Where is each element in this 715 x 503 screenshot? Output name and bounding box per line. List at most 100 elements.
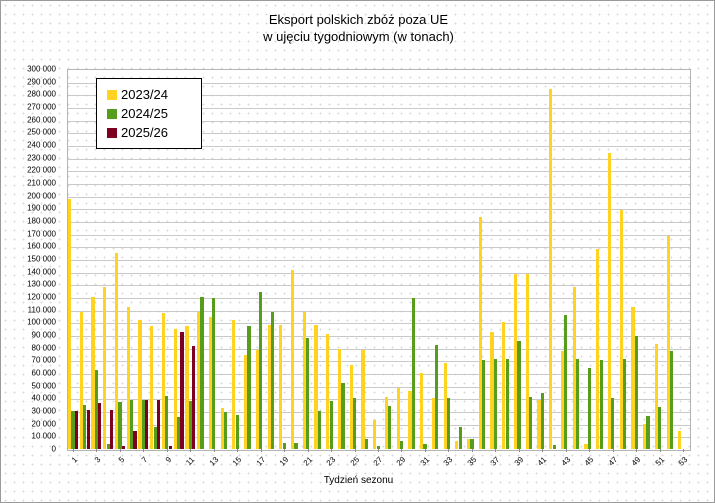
bar-2025-26-week-3 <box>98 403 102 449</box>
x-tick-19 <box>284 449 286 452</box>
y-tick-label-40000: 40 000 <box>31 393 56 403</box>
y-tick-label-110000: 110 000 <box>27 305 56 315</box>
x-tick-31 <box>424 449 426 452</box>
bar-2023-24-week-23 <box>326 333 330 449</box>
bar-2023-24-week-42 <box>549 89 553 449</box>
bar-2023-24-week-41 <box>537 399 541 449</box>
y-tick-label-230000: 230 000 <box>27 153 56 163</box>
bar-2023-24-week-29 <box>396 388 400 449</box>
x-tick-label-29: 29 <box>395 455 408 468</box>
y-tick-label-250000: 250 000 <box>27 127 56 137</box>
x-tick-label-53: 53 <box>676 455 690 468</box>
x-tick-5 <box>119 449 121 452</box>
x-tick-29 <box>401 449 403 452</box>
bar-2024-25-week-26 <box>364 438 368 449</box>
bar-2023-24-week-15 <box>232 319 236 449</box>
bar-2024-25-week-1 <box>71 411 75 449</box>
bar-2023-24-week-48 <box>619 209 623 449</box>
bar-2024-25-week-20 <box>294 442 298 449</box>
gridline-280000 <box>68 95 690 97</box>
bar-2025-26-week-2 <box>86 409 90 449</box>
bar-2024-25-week-47 <box>611 398 615 449</box>
x-tick-7 <box>143 449 145 452</box>
y-tick-label-220000: 220 000 <box>27 165 56 175</box>
legend: 2023/24 2024/25 2025/26 <box>96 78 202 149</box>
x-tick-label-9: 9 <box>163 455 174 465</box>
legend-row-2025-26: 2025/26 <box>107 123 193 142</box>
bar-2023-24-week-33 <box>443 362 447 449</box>
x-tick-39 <box>518 449 520 452</box>
bar-2025-26-week-6 <box>133 431 137 449</box>
bar-2023-24-week-17 <box>255 350 259 449</box>
bar-2024-25-week-28 <box>388 405 392 449</box>
bar-2023-24-week-18 <box>267 324 271 449</box>
gridline-210000 <box>68 184 690 185</box>
y-tick-label-80000: 80 000 <box>31 343 56 353</box>
x-tick-label-3: 3 <box>93 455 103 465</box>
x-tick-label-33: 33 <box>442 455 455 468</box>
x-tick-35 <box>471 449 473 452</box>
bar-2023-24-week-8 <box>150 326 154 449</box>
y-tick-label-280000: 280 000 <box>27 89 56 99</box>
x-tick-label-23: 23 <box>324 455 338 468</box>
bar-2023-24-week-26 <box>361 350 365 449</box>
y-tick-label-130000: 130 000 <box>27 279 56 289</box>
bar-2023-24-week-39 <box>513 274 518 449</box>
bar-2023-24-week-4 <box>103 286 107 449</box>
bar-2024-25-week-24 <box>341 383 345 449</box>
bar-2023-24-week-27 <box>373 419 377 449</box>
bar-2025-26-week-9 <box>168 446 172 449</box>
bar-2024-25-week-14 <box>223 412 228 449</box>
legend-label: 2023/24 <box>121 87 168 102</box>
x-tick-label-15: 15 <box>230 455 244 468</box>
bar-2025-26-week-10 <box>180 332 184 449</box>
y-tick-label-160000: 160 000 <box>27 241 56 251</box>
x-tick-33 <box>448 449 450 452</box>
bar-2024-25-week-42 <box>552 445 556 449</box>
x-tick-label-7: 7 <box>140 455 150 465</box>
gridline-240000 <box>68 146 690 147</box>
y-tick-label-60000: 60 000 <box>31 368 56 378</box>
bar-2023-24-week-38 <box>502 322 506 449</box>
bar-2023-24-week-35 <box>467 438 471 449</box>
bar-2025-26-week-7 <box>145 399 149 449</box>
x-tick-53 <box>683 449 685 452</box>
bar-2024-25-week-4 <box>106 443 110 449</box>
x-tick-label-27: 27 <box>371 455 385 468</box>
bar-2024-25-week-23 <box>329 400 333 449</box>
x-tick-label-19: 19 <box>277 455 291 468</box>
x-tick-label-21: 21 <box>301 455 314 468</box>
bar-2023-24-week-9 <box>161 313 166 449</box>
bar-2024-25-week-38 <box>505 359 509 449</box>
bar-2024-25-week-8 <box>153 427 157 449</box>
x-tick-label-41: 41 <box>535 455 549 468</box>
gridline-20000 <box>68 424 690 426</box>
bar-2024-25-week-41 <box>540 393 545 449</box>
gridline-50000 <box>68 386 690 388</box>
bar-2024-25-week-16 <box>247 326 251 449</box>
bar-2024-25-week-48 <box>622 359 627 449</box>
gridline-260000 <box>68 120 690 122</box>
x-tick-label-1: 1 <box>69 455 80 465</box>
bar-2023-24-week-3 <box>91 297 95 449</box>
bar-2023-24-week-22 <box>314 324 318 449</box>
gridline-110000 <box>68 310 690 312</box>
bar-2023-24-week-43 <box>560 351 565 449</box>
bar-2023-24-week-7 <box>138 319 142 449</box>
bar-2023-24-week-5 <box>114 252 119 449</box>
y-tick-label-30000: 30 000 <box>31 406 56 416</box>
y-tick-label-10000: 10 000 <box>31 431 56 441</box>
x-tick-1 <box>72 449 74 452</box>
bar-2023-24-week-46 <box>596 248 600 449</box>
x-tick-label-13: 13 <box>207 455 221 468</box>
y-tick-label-0: 0 <box>51 444 56 454</box>
x-axis-title: Tydzień sezonu <box>323 475 394 486</box>
y-tick-label-20000: 20 000 <box>31 419 56 429</box>
bar-2024-25-week-27 <box>376 446 380 449</box>
bar-2023-24-week-28 <box>384 397 389 449</box>
gridline-220000 <box>68 171 690 173</box>
bar-2024-25-week-46 <box>599 360 603 449</box>
gridline-70000 <box>68 361 690 363</box>
bar-2024-25-week-31 <box>423 443 427 449</box>
gridline-140000 <box>68 272 690 274</box>
